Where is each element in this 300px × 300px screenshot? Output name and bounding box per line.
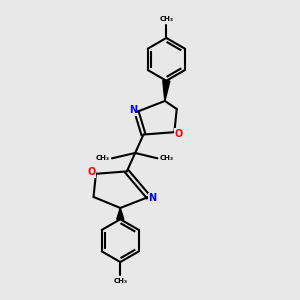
- Text: CH₃: CH₃: [160, 155, 174, 161]
- Text: O: O: [175, 129, 183, 139]
- Text: N: N: [129, 106, 137, 116]
- Text: N: N: [148, 194, 156, 203]
- Polygon shape: [163, 80, 170, 101]
- Text: CH₃: CH₃: [159, 16, 173, 22]
- Polygon shape: [117, 208, 124, 219]
- Text: CH₃: CH₃: [96, 155, 110, 161]
- Text: CH₃: CH₃: [113, 278, 127, 284]
- Text: O: O: [87, 167, 96, 177]
